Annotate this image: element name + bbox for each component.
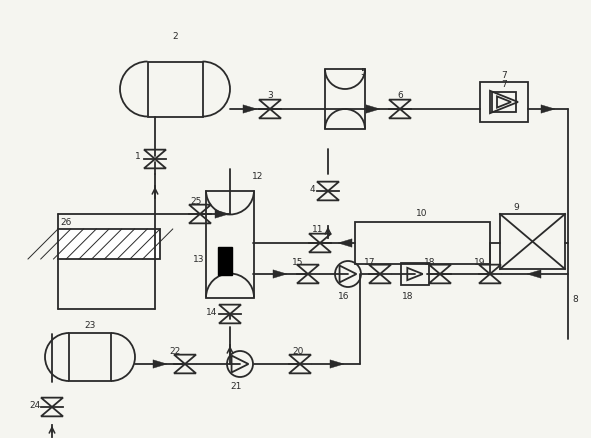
Text: 8: 8 xyxy=(572,295,578,304)
Text: 20: 20 xyxy=(293,347,304,356)
Text: 16: 16 xyxy=(338,291,350,300)
Text: 2: 2 xyxy=(172,32,178,41)
Text: 18: 18 xyxy=(424,258,436,267)
Bar xyxy=(206,191,254,298)
Text: 26: 26 xyxy=(60,218,72,226)
Text: 17: 17 xyxy=(364,258,376,267)
Bar xyxy=(325,70,365,130)
Text: 4: 4 xyxy=(309,185,315,194)
Text: 3: 3 xyxy=(267,91,273,100)
Text: 11: 11 xyxy=(312,225,324,234)
Bar xyxy=(492,93,516,113)
Bar xyxy=(401,263,429,285)
Polygon shape xyxy=(215,210,229,219)
Bar xyxy=(69,333,111,381)
Text: 25: 25 xyxy=(190,197,202,206)
Polygon shape xyxy=(338,239,352,247)
Text: 1: 1 xyxy=(135,152,141,161)
Bar xyxy=(58,230,160,259)
Text: 10: 10 xyxy=(416,208,428,218)
Bar xyxy=(355,223,490,265)
Bar xyxy=(500,215,565,269)
Polygon shape xyxy=(330,360,344,368)
Bar xyxy=(480,83,528,123)
Polygon shape xyxy=(366,106,380,114)
Text: 14: 14 xyxy=(206,308,217,317)
Polygon shape xyxy=(527,270,541,279)
Text: 12: 12 xyxy=(252,172,264,180)
Text: 15: 15 xyxy=(293,258,304,267)
Text: 6: 6 xyxy=(397,91,403,100)
Text: 9: 9 xyxy=(513,202,519,212)
Polygon shape xyxy=(153,360,167,368)
Text: 24: 24 xyxy=(30,401,41,410)
Text: 18: 18 xyxy=(402,291,414,300)
Text: 13: 13 xyxy=(193,255,204,264)
Text: 22: 22 xyxy=(170,347,181,356)
Text: 19: 19 xyxy=(474,258,486,267)
Text: 7: 7 xyxy=(501,71,507,80)
Text: 5: 5 xyxy=(360,68,366,77)
Text: 7: 7 xyxy=(501,80,507,89)
Text: 23: 23 xyxy=(85,320,96,329)
Text: 21: 21 xyxy=(230,381,242,390)
Bar xyxy=(148,62,203,117)
Bar xyxy=(218,247,232,276)
Polygon shape xyxy=(273,270,287,279)
Polygon shape xyxy=(541,106,555,114)
Polygon shape xyxy=(243,106,257,114)
